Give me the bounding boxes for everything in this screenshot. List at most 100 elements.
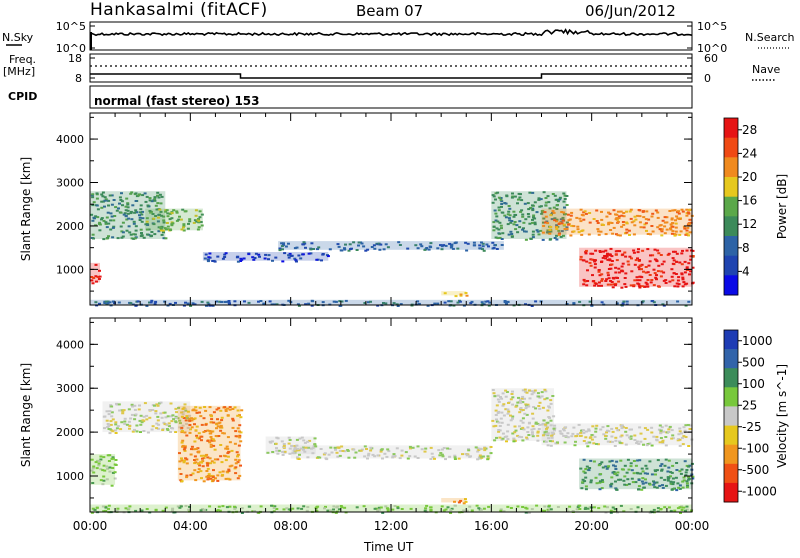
- power-cell: [239, 260, 243, 262]
- x-tick-label: 00:00: [675, 519, 710, 533]
- velocity-cell: [210, 439, 214, 442]
- velocity-cell: [610, 476, 614, 479]
- velocity-cell: [501, 437, 505, 440]
- cpid-label: CPID: [8, 90, 38, 103]
- power-cell: [177, 218, 181, 221]
- velocity-cell: [155, 403, 159, 406]
- power-cell: [629, 284, 633, 287]
- power-cell: [355, 249, 359, 251]
- power-cell: [646, 279, 650, 281]
- velocity-cell: [275, 449, 279, 452]
- velocity-cell: [106, 423, 110, 425]
- velocity-cell: [298, 437, 302, 440]
- power-cell: [586, 269, 589, 272]
- velocity-cell: [575, 508, 579, 511]
- velocity-cell: [667, 466, 671, 469]
- velocity-cell: [477, 448, 481, 451]
- velocity-cell: [478, 447, 482, 450]
- velocity-cell: [683, 460, 687, 463]
- velocity-cell: [462, 502, 466, 505]
- velocity-cell: [366, 454, 370, 457]
- power-cell: [377, 242, 381, 245]
- velocity-cell: [186, 417, 190, 420]
- power-cell: [133, 211, 137, 214]
- power-cell: [304, 246, 307, 249]
- power-cell: [509, 221, 513, 224]
- velocity-cell: [157, 423, 161, 426]
- power-cell: [247, 301, 251, 304]
- velocity-cell: [470, 509, 474, 512]
- velocity-cell: [221, 505, 225, 508]
- velocity-cell: [104, 509, 108, 512]
- velocity-cell: [584, 488, 588, 491]
- power-cell: [600, 218, 604, 221]
- velocity-cell: [106, 426, 110, 429]
- velocity-cell: [302, 448, 305, 451]
- noise-panel-frame: [89, 21, 693, 51]
- velocity-cell: [576, 433, 580, 436]
- velocity-cell: [190, 417, 193, 420]
- velocity-cell: [630, 477, 634, 480]
- velocity-cell: [386, 508, 390, 511]
- velocity-cell: [540, 509, 544, 512]
- power-cell: [602, 250, 605, 253]
- power-cell: [521, 213, 525, 216]
- power-cell: [122, 213, 126, 216]
- velocity-cell: [524, 407, 528, 410]
- power-cell: [96, 276, 100, 278]
- power-cell: [680, 263, 684, 266]
- power-cell: [656, 216, 660, 219]
- power-cell: [163, 300, 167, 303]
- velocity-cell: [329, 509, 333, 512]
- velocity-cell: [337, 446, 341, 449]
- power-cell: [683, 271, 687, 274]
- velocity-cell: [369, 446, 373, 449]
- velocity-cell: [566, 436, 570, 439]
- velocity-cell: [519, 401, 523, 404]
- velocity-cell: [514, 405, 518, 408]
- power-cell: [157, 230, 161, 233]
- velocity-cell: [678, 506, 682, 509]
- power-cell: [680, 208, 684, 211]
- velocity-cell: [185, 422, 189, 425]
- velocity-cell: [93, 508, 97, 511]
- power-cell: [688, 273, 691, 276]
- velocity-cell: [531, 417, 535, 420]
- velocity-cell: [535, 504, 539, 507]
- velocity-cell: [189, 453, 193, 456]
- power-y-tick-label: 1000: [56, 263, 84, 276]
- velocity-region: [541, 423, 692, 446]
- velocity-cell: [98, 460, 101, 463]
- velocity-cell: [188, 431, 192, 434]
- velocity-cell: [605, 431, 608, 434]
- velocity-cell: [633, 434, 637, 437]
- velocity-cell: [566, 432, 570, 435]
- power-cell: [133, 237, 137, 240]
- power-cell: [648, 260, 652, 263]
- power-cell: [156, 194, 159, 197]
- velocity-cell: [474, 446, 478, 449]
- power-cell: [686, 211, 690, 214]
- velocity-cell: [196, 447, 200, 450]
- power-cell: [645, 229, 648, 232]
- velocity-cell: [453, 458, 457, 460]
- velocity-cell: [236, 453, 240, 456]
- power-cell: [487, 245, 490, 248]
- power-cell: [595, 220, 599, 222]
- velocity-cell: [131, 430, 135, 433]
- velocity-cell: [612, 464, 615, 467]
- power-cell: [508, 219, 512, 222]
- power-cell: [196, 228, 200, 231]
- power-cell: [156, 191, 160, 194]
- power-cell: [161, 229, 165, 232]
- velocity-colorbar-tick-label: -100: [742, 441, 769, 455]
- velocity-cell: [380, 448, 384, 451]
- power-cell: [584, 251, 588, 253]
- velocity-cell: [115, 427, 119, 430]
- power-cell: [665, 228, 669, 231]
- velocity-cell: [199, 470, 203, 473]
- power-cell: [605, 254, 609, 257]
- velocity-cell: [208, 475, 212, 478]
- velocity-cell: [156, 415, 160, 418]
